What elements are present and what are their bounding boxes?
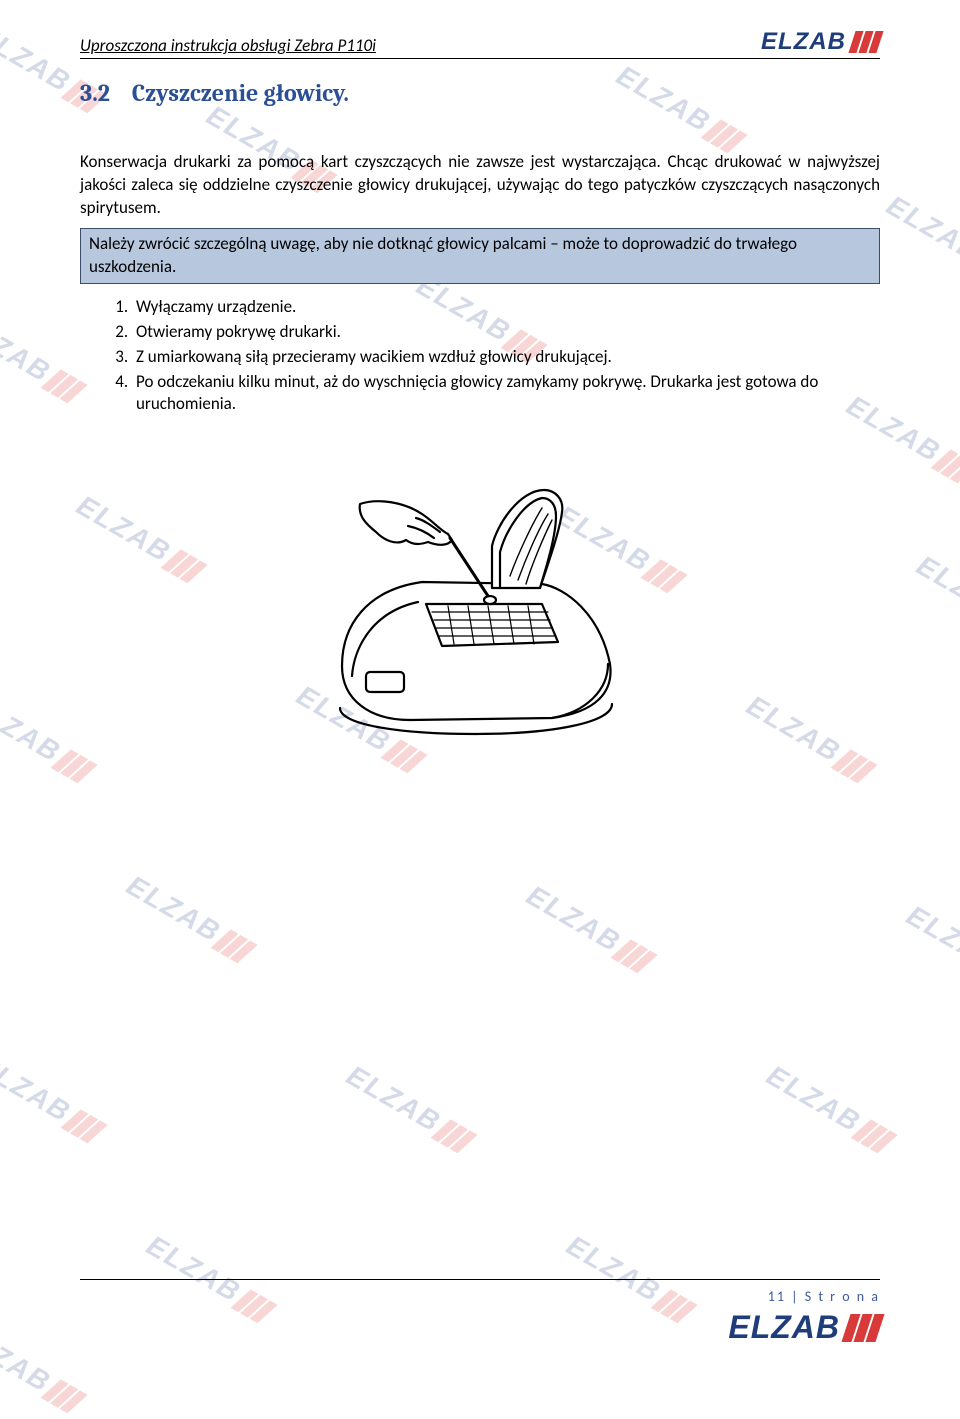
logo-text: ELZAB [728, 1309, 840, 1346]
step-item: Otwieramy pokrywę drukarki. [132, 321, 880, 344]
printer-illustration [80, 476, 880, 761]
document-page: Uproszczona instrukcja obsługi Zebra P11… [0, 0, 960, 1386]
section-number: 3.2 [80, 79, 110, 107]
logo-text: ELZAB [761, 28, 846, 56]
warning-note: Należy zwrócić szczególną uwagę, aby nie… [80, 228, 880, 284]
procedure-steps: Wyłączamy urządzenie. Otwieramy pokrywę … [108, 296, 880, 417]
logo-footer: ELZAB [728, 1309, 880, 1346]
header-title: Uproszczona instrukcja obsługi Zebra P11… [80, 35, 376, 56]
logo-stripes-icon [848, 31, 883, 53]
step-item: Wyłączamy urządzenie. [132, 296, 880, 319]
page-footer: 11 | S t r o n a ELZAB [728, 1288, 880, 1346]
logo-header: ELZAB [761, 28, 880, 56]
footer-separator [80, 1279, 880, 1280]
step-item: Z umiarkowaną siłą przecieramy wacikiem … [132, 346, 880, 369]
page-number: 11 | S t r o n a [728, 1288, 880, 1305]
intro-paragraph: Konserwacja drukarki za pomocą kart czys… [80, 151, 880, 220]
section-heading: 3.2 Czyszczenie głowicy. [80, 79, 880, 107]
section-title: Czyszczenie głowicy. [132, 79, 349, 107]
printer-cleaning-icon [300, 476, 660, 761]
page-header: Uproszczona instrukcja obsługi Zebra P11… [80, 28, 880, 59]
logo-stripes-icon [841, 1314, 884, 1342]
step-item: Po odczekaniu kilku minut, aż do wyschni… [132, 371, 880, 417]
